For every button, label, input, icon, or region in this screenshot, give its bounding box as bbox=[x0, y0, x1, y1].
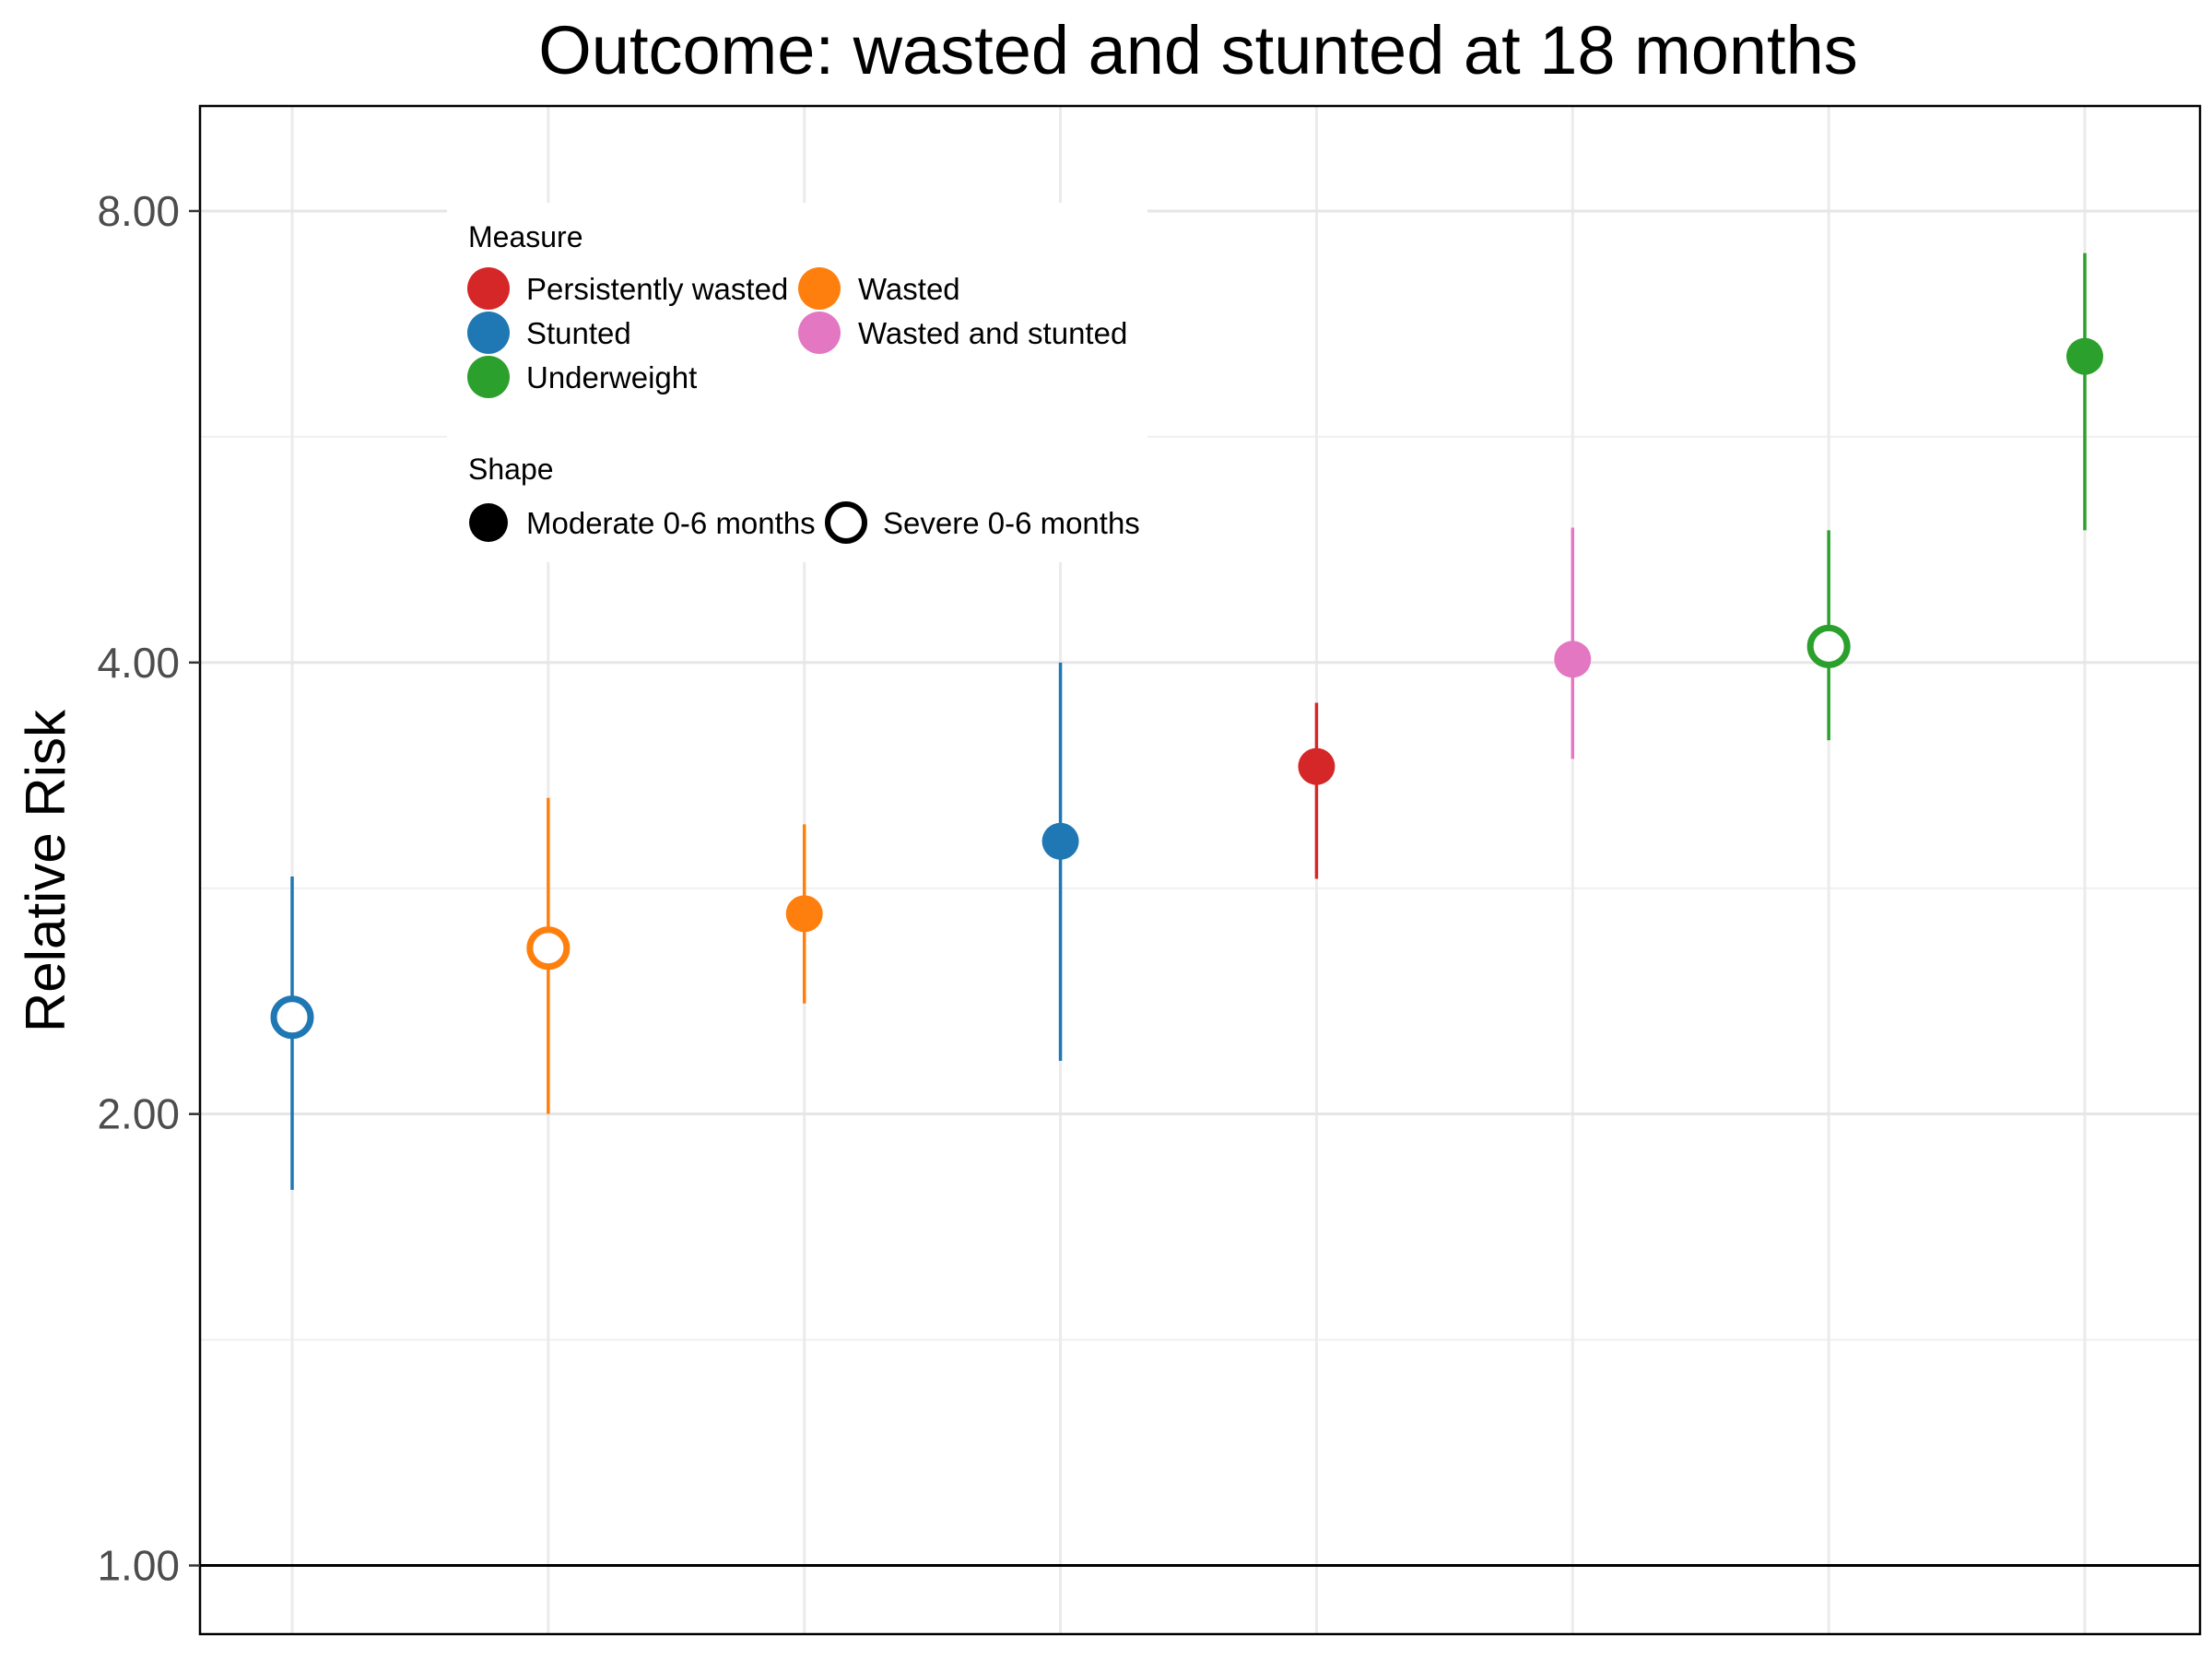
legend-item-moderate: Moderate 0-6 months bbox=[469, 503, 816, 542]
legend-key-wasted bbox=[798, 267, 841, 310]
shape-legend-title: Shape bbox=[468, 453, 554, 486]
point-wasted-severe bbox=[526, 926, 571, 971]
y-tick-label: 4.00 bbox=[97, 639, 180, 687]
legend-key-severe bbox=[825, 501, 867, 544]
point-stunted-severe bbox=[270, 995, 314, 1040]
legend-key-underweight bbox=[467, 356, 510, 398]
legend-item-wasted-and-stunted: Wasted and stunted bbox=[798, 312, 1127, 354]
legend-label-persistently-wasted: Persistently wasted bbox=[526, 272, 788, 306]
legend-key-persistently-wasted bbox=[467, 267, 510, 310]
legend-label-wasted: Wasted bbox=[858, 272, 960, 306]
point-wasted-moderate bbox=[785, 895, 823, 933]
legend-background bbox=[447, 203, 1147, 562]
legend-label-underweight: Underweight bbox=[526, 360, 697, 394]
legend: Measure Persistently wasted Wasted Stunt… bbox=[447, 203, 1147, 562]
legend-item-stunted: Stunted bbox=[467, 312, 631, 354]
point-underweight-severe bbox=[1806, 624, 1851, 668]
legend-label-severe: Severe 0-6 months bbox=[883, 506, 1140, 540]
measure-legend-title: Measure bbox=[468, 220, 583, 253]
legend-key-stunted bbox=[467, 312, 510, 354]
legend-key-wasted-and-stunted bbox=[798, 312, 841, 354]
plot-border bbox=[198, 104, 2202, 1636]
y-tick-label: 1.00 bbox=[97, 1542, 180, 1590]
legend-label-moderate: Moderate 0-6 months bbox=[526, 506, 816, 540]
point-wasted-and-stunted-moderate bbox=[1554, 641, 1592, 678]
chart-title: Outcome: wasted and stunted at 18 months bbox=[538, 12, 1858, 88]
legend-item-underweight: Underweight bbox=[467, 356, 697, 398]
legend-label-stunted: Stunted bbox=[526, 316, 631, 350]
legend-item-severe: Severe 0-6 months bbox=[825, 501, 1140, 544]
y-axis-label: Relative Risk bbox=[15, 709, 76, 1032]
points bbox=[270, 337, 2103, 1040]
point-persistently-wasted-moderate bbox=[1298, 747, 1335, 785]
legend-item-wasted: Wasted bbox=[798, 267, 960, 310]
point-underweight-moderate bbox=[2066, 337, 2103, 375]
legend-item-persistently-wasted: Persistently wasted bbox=[467, 267, 788, 310]
y-tick-label: 2.00 bbox=[97, 1090, 180, 1138]
legend-label-wasted-and-stunted: Wasted and stunted bbox=[858, 316, 1127, 350]
legend-key-moderate bbox=[469, 503, 508, 542]
y-axis-ticks: 1.00 2.00 4.00 8.00 bbox=[97, 187, 200, 1590]
point-stunted-moderate bbox=[1041, 822, 1079, 860]
y-tick-label: 8.00 bbox=[97, 187, 180, 235]
